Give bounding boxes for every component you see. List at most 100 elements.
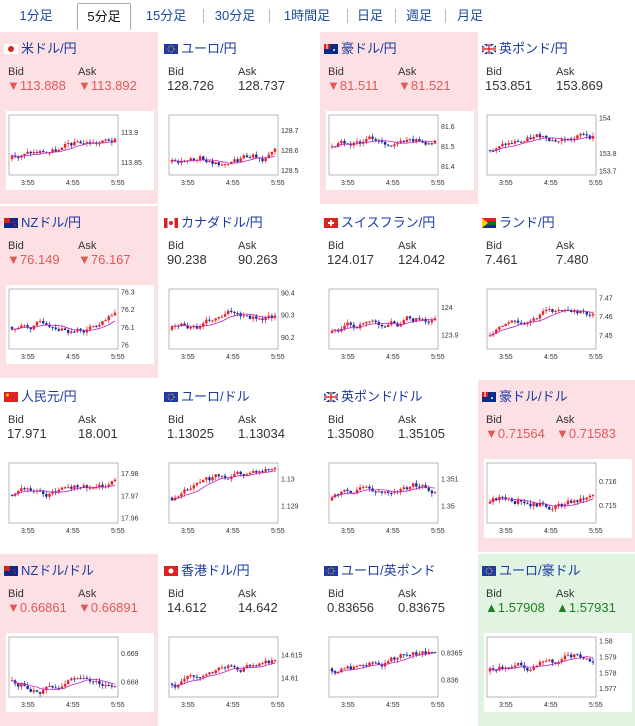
price-chart[interactable]: 0.669 0.668 3:55 4:55 5:55	[6, 633, 154, 712]
candle-body	[251, 316, 255, 319]
pair-title[interactable]: 米ドル/円	[4, 38, 77, 56]
candle-body	[255, 665, 258, 667]
candle-body	[557, 503, 560, 506]
price-chart[interactable]: 76.3 76.2 76.1 76 3:55 4:55 5:55	[6, 285, 154, 364]
candle-body	[202, 479, 205, 483]
tab-6[interactable]: 日足	[356, 8, 383, 23]
pair-title[interactable]: スイスフラン/円	[324, 212, 435, 230]
candle-body	[576, 500, 579, 502]
price-chart[interactable]: 1.351 1.35 3:55 4:55 5:55	[326, 459, 474, 538]
rate-card[interactable]: NZドル/円 Bid Ask ▼76.149 ▼76.167 76.3 76.2 76.1 76…	[0, 206, 158, 378]
rate-card[interactable]: NZドル/ドル Bid Ask ▼0.66861 ▼0.66891 0.669 0.668 3…	[0, 554, 158, 726]
rate-card[interactable]: 英ポンド/円 Bid Ask 153.851 153.869 154 153.8 153.7 3…	[478, 32, 635, 204]
rate-card[interactable]: ユーロ/英ポンド Bid Ask 0.83656 0.83675 0.8365 0.836 3…	[320, 554, 478, 726]
pair-title[interactable]: 英ポンド/円	[481, 38, 568, 56]
rate-card[interactable]: ユーロ/ドル Bid Ask 1.13025 1.13034 1.13 1.129 3:55 4…	[160, 380, 318, 552]
tab-4[interactable]: 30分足	[214, 8, 256, 23]
rate-card[interactable]: 香港ドル/円 Bid Ask 14.612 14.642 14.615 14.61 3:55 4…	[160, 554, 318, 726]
rate-card[interactable]: 人民元/円 Bid Ask 17.971 18.001 17.98 17.97 17.96 3:…	[0, 380, 158, 552]
candle-body	[183, 678, 186, 682]
price-chart[interactable]: 81.6 81.5 81.4 3:55 4:55 5:55	[326, 111, 474, 190]
bid-value: 0.83656	[327, 600, 374, 615]
candle-body	[220, 475, 224, 477]
pair-title[interactable]: ユーロ/英ポンド	[324, 560, 436, 578]
tab-separator	[445, 9, 446, 23]
candle-body	[23, 153, 26, 156]
x-tick-label: 3:55	[21, 354, 35, 361]
tab-7[interactable]: 週足	[405, 8, 432, 23]
price-chart[interactable]: 0.8365 0.836 3:55 4:55 5:55	[326, 633, 474, 712]
ask-label: Ask	[556, 240, 575, 252]
rate-card[interactable]: スイスフラン/円 Bid Ask 124.017 124.042 124 123.9 3:55…	[320, 206, 478, 378]
rate-card[interactable]: ランド/円 Bid Ask 7.461 7.480 7.47 7.46 7.45 3:55 4:5…	[478, 206, 635, 378]
pair-title[interactable]: ユーロ/豪ドル	[482, 560, 581, 578]
candle-body	[504, 323, 507, 326]
price-chart[interactable]: 0.716 0.715 3:55 4:55 5:55	[484, 459, 632, 538]
bid-label: Bid	[328, 588, 344, 600]
candle-body	[170, 683, 174, 685]
tab-3[interactable]: 15分足	[145, 8, 187, 23]
tab-separator	[269, 9, 270, 23]
candle-body	[233, 159, 236, 162]
tab-2[interactable]: 5分足	[77, 3, 131, 30]
price-chart[interactable]: 124 123.9 3:55 4:55 5:55	[326, 285, 474, 364]
price-chart[interactable]: 1.58 1.579 1.578 1.577 3:55 4:55 5:55	[484, 633, 632, 712]
tab-5[interactable]: 1時間足	[283, 8, 331, 23]
candle-body	[214, 474, 217, 478]
ask-value: 90.263	[238, 252, 278, 267]
pair-title[interactable]: NZドル/ドル	[4, 560, 94, 578]
price-chart[interactable]: 1.13 1.129 3:55 4:55 5:55	[166, 459, 314, 538]
au-flag-icon	[324, 42, 338, 54]
candlestick-svg: 0.669 0.668 3:55 4:55 5:55	[8, 636, 139, 709]
candlestick-svg: 124 123.9 3:55 4:55 5:55	[328, 288, 459, 361]
candle-body	[405, 139, 409, 142]
candle-body	[538, 661, 542, 666]
rate-card[interactable]: 豪ドル/ドル Bid Ask ▼0.71564 ▼0.71583 0.716 0.715 3:…	[478, 380, 635, 552]
candle-body	[98, 324, 101, 327]
rate-card[interactable]: 豪ドル/円 Bid Ask ▼81.511 ▼81.521 81.6 81.5 81.4 3:5…	[320, 32, 478, 204]
tab-8[interactable]: 月足	[456, 8, 483, 23]
candlestick-svg: 17.98 17.97 17.96 3:55 4:55 5:55	[8, 462, 139, 535]
candle-body	[104, 320, 107, 322]
pair-name: ユーロ/ドル	[181, 389, 250, 404]
rate-card[interactable]: 米ドル/円 Bid Ask ▼113.888 ▼113.892 113.9 113.85 3:…	[0, 32, 158, 204]
x-tick-label: 4:55	[66, 354, 80, 361]
pair-title[interactable]: 英ポンド/ドル	[323, 386, 423, 404]
rate-card[interactable]: 英ポンド/ドル Bid Ask 1.35080 1.35105 1.351 1.35 3:55…	[320, 380, 478, 552]
candle-body	[576, 135, 579, 139]
pair-title[interactable]: NZドル/円	[4, 212, 81, 230]
candle-body	[198, 482, 202, 484]
price-chart[interactable]: 17.98 17.97 17.96 3:55 4:55 5:55	[6, 459, 154, 538]
candle-body	[261, 471, 264, 473]
price-chart[interactable]: 128.7 128.6 128.5 3:55 4:55 5:55	[166, 111, 314, 190]
price-chart[interactable]: 7.47 7.46 7.45 3:55 4:55 5:55	[484, 285, 632, 364]
price-chart[interactable]: 113.9 113.85 3:55 4:55 5:55	[6, 111, 154, 190]
pair-title[interactable]: ユーロ/円	[164, 38, 237, 56]
candle-body	[273, 148, 277, 152]
pair-title[interactable]: 人民元/円	[4, 386, 77, 404]
rate-card[interactable]: ユーロ/豪ドル Bid Ask ▲1.57908 ▲1.57931 1.58 1.579 1.…	[478, 554, 635, 726]
pair-title[interactable]: カナダドル/円	[164, 212, 263, 230]
candle-body	[337, 143, 340, 147]
pair-title[interactable]: ランド/円	[482, 212, 555, 230]
candle-body	[585, 311, 588, 315]
candle-body	[57, 489, 61, 493]
tab-1[interactable]: 1分足	[19, 8, 53, 23]
candle-body	[340, 491, 343, 495]
price-chart[interactable]: 14.615 14.61 3:55 4:55 5:55	[166, 633, 314, 712]
candle-body	[343, 489, 346, 492]
candle-body	[529, 137, 532, 140]
pair-title[interactable]: 豪ドル/円	[324, 38, 397, 56]
pair-title[interactable]: 豪ドル/ドル	[482, 386, 568, 404]
candle-body	[242, 315, 245, 317]
candle-body	[393, 657, 396, 660]
pair-title[interactable]: 香港ドル/円	[164, 560, 250, 578]
candle-body	[10, 326, 14, 330]
price-chart[interactable]: 154 153.8 153.7 3:55 4:55 5:55	[484, 111, 632, 190]
rate-card[interactable]: ユーロ/円 Bid Ask 128.726 128.737 128.7 128.6 128.5…	[160, 32, 318, 204]
pair-title[interactable]: ユーロ/ドル	[164, 386, 250, 404]
ask-label: Ask	[398, 414, 417, 426]
price-chart[interactable]: 90.4 90.3 90.2 3:55 4:55 5:55	[166, 285, 314, 364]
rate-card[interactable]: カナダドル/円 Bid Ask 90.238 90.263 90.4 90.3 90.2 3:5…	[160, 206, 318, 378]
candle-body	[255, 154, 258, 158]
